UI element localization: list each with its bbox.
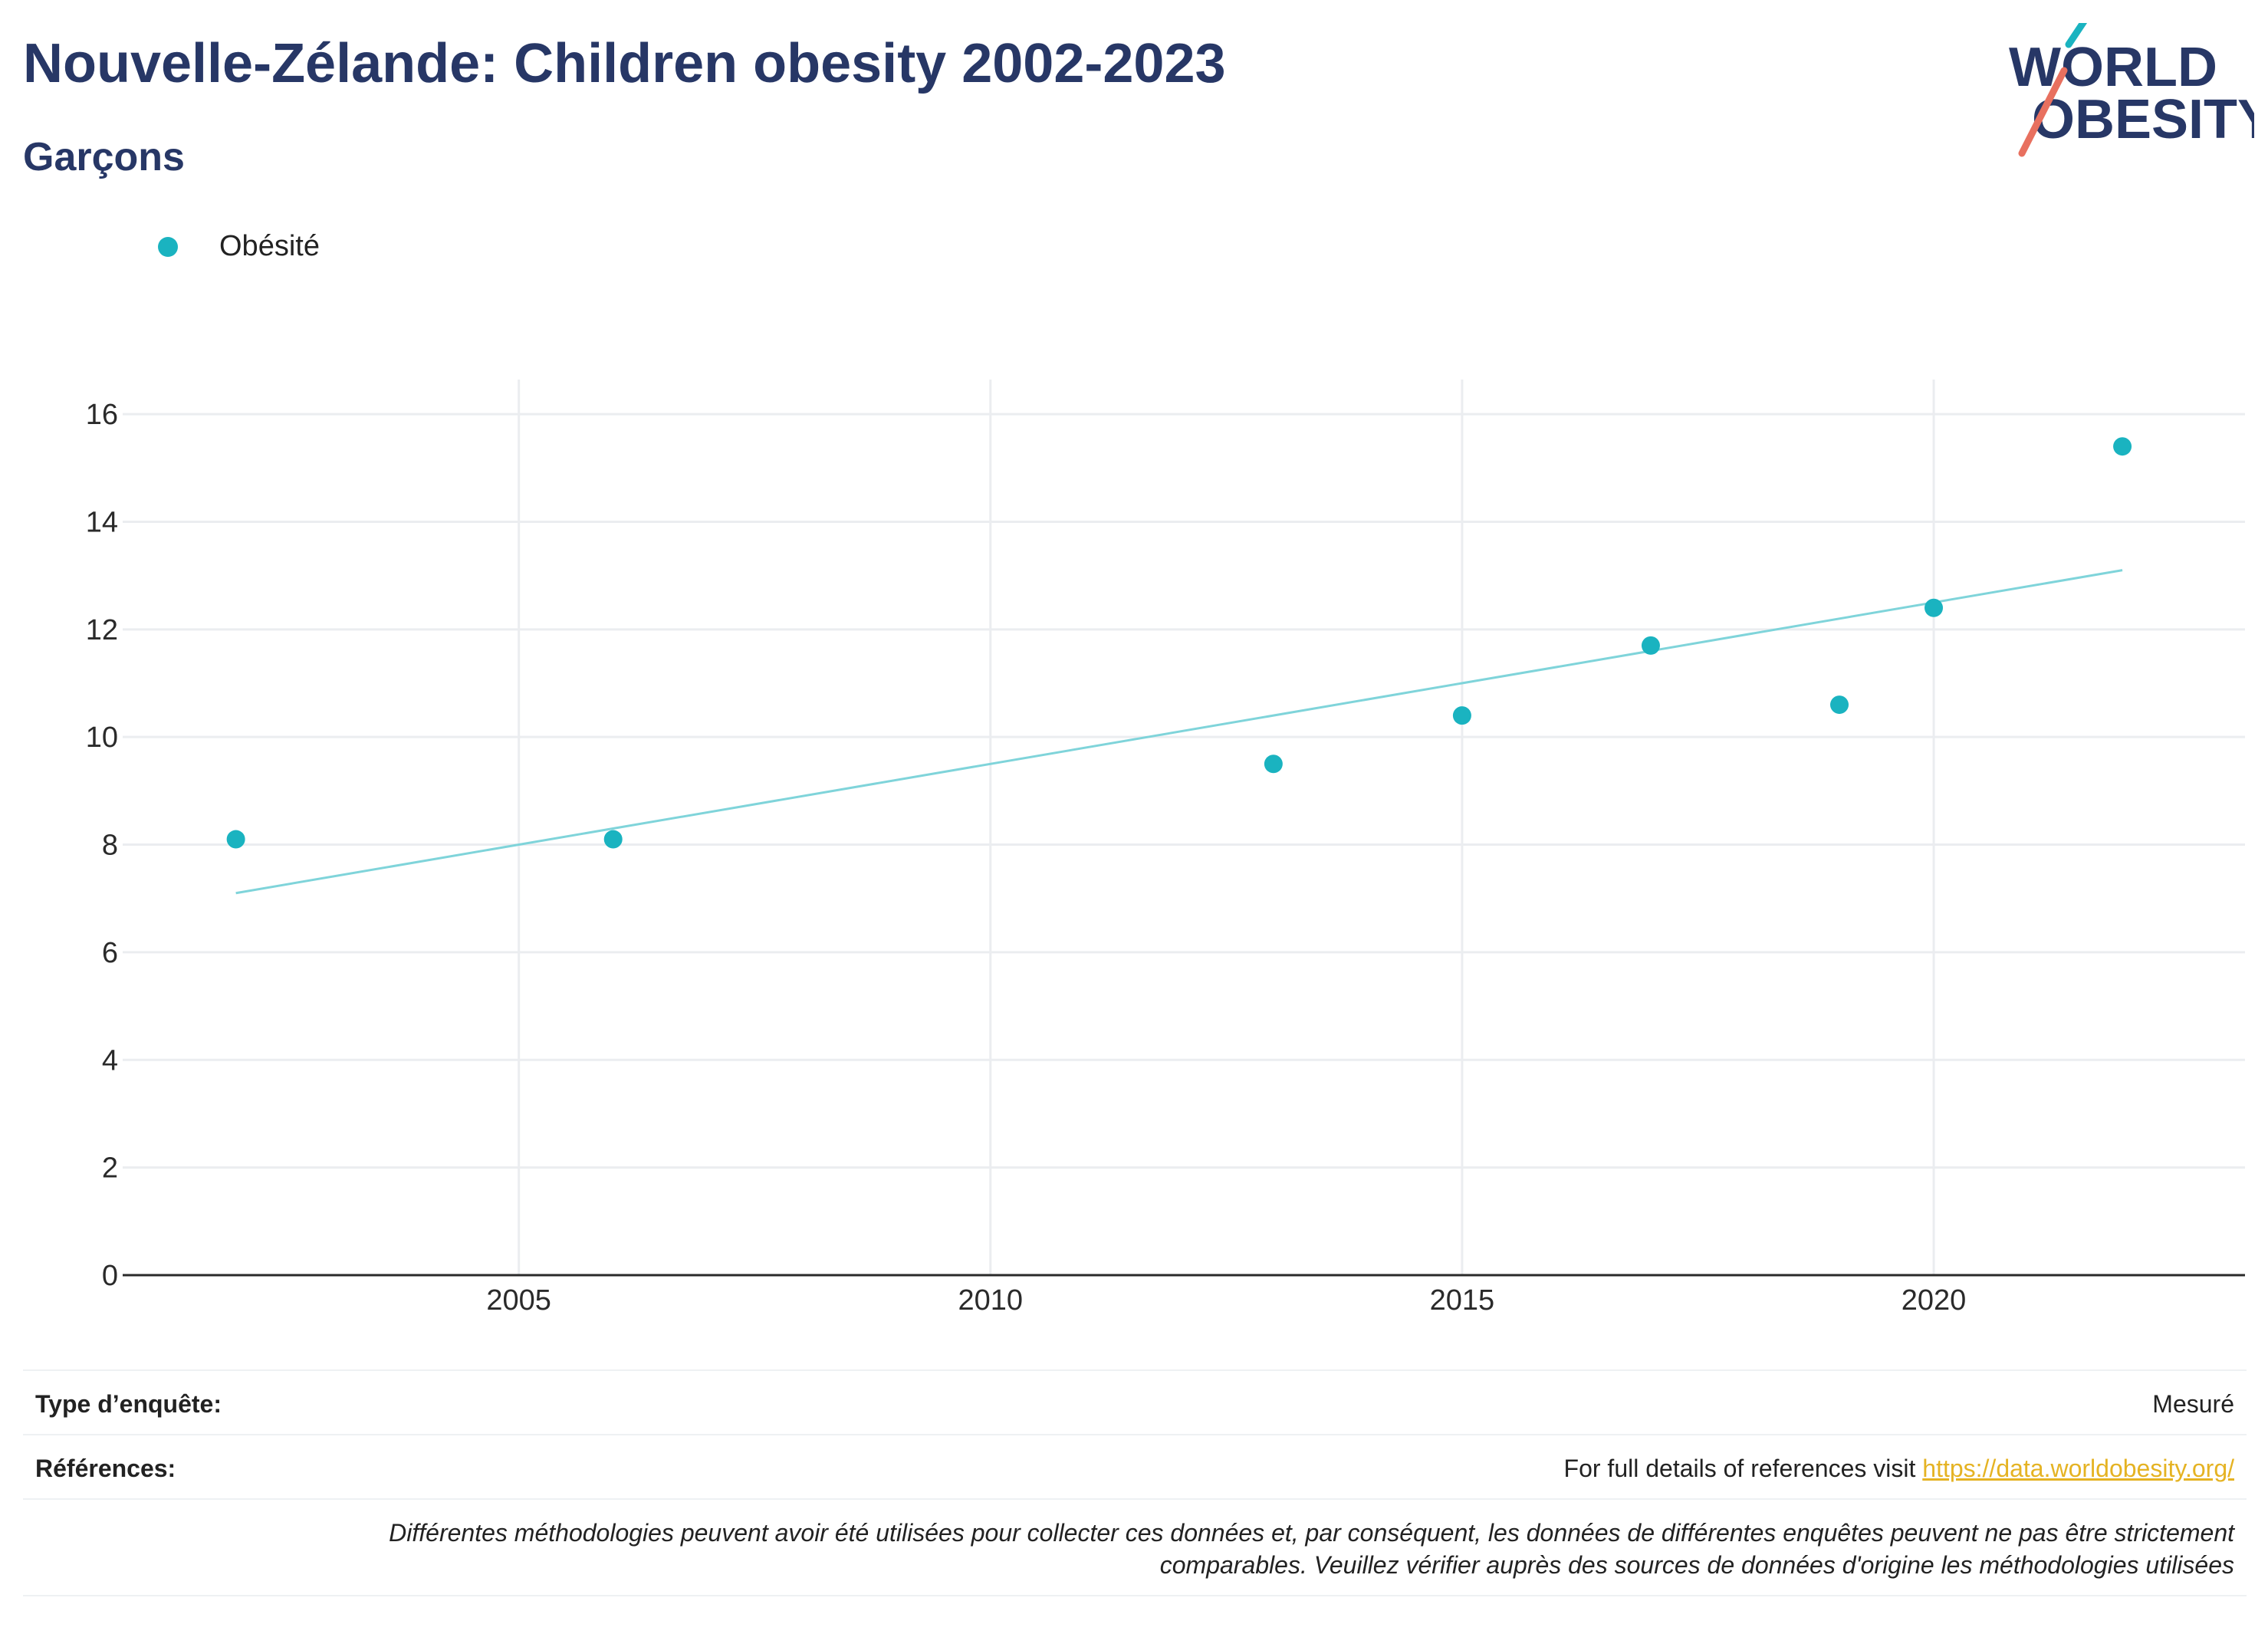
x-tick-label: 2020 bbox=[1902, 1284, 1967, 1317]
chart-title: Nouvelle-Zélande: Children obesity 2002-… bbox=[23, 33, 1226, 94]
trend-line bbox=[235, 569, 2123, 895]
chart-legend: Obésité bbox=[158, 230, 320, 263]
y-tick-label: 12 bbox=[86, 614, 118, 646]
data-point[interactable] bbox=[1830, 695, 1849, 715]
data-point[interactable] bbox=[1925, 598, 1944, 617]
y-tick-label: 16 bbox=[86, 399, 118, 431]
footer-divider-top bbox=[23, 1369, 2247, 1371]
logo-line2: OBESITY bbox=[2032, 89, 2254, 150]
y-tick-label: 4 bbox=[102, 1044, 118, 1077]
references-value: For full details of references visit htt… bbox=[1564, 1455, 2234, 1483]
references-link[interactable]: https://data.worldobesity.org/ bbox=[1922, 1455, 2234, 1482]
survey-type-label: Type d’enquête: bbox=[35, 1390, 222, 1418]
world-obesity-logo: WORLD OBESITY bbox=[2009, 23, 2254, 157]
references-label: Références: bbox=[35, 1455, 176, 1482]
legend-label: Obésité bbox=[219, 230, 320, 262]
x-axis-ticks: 2005 2010 2015 2020 bbox=[486, 1284, 1966, 1317]
grid-lines bbox=[123, 380, 2245, 1275]
y-tick-label: 14 bbox=[86, 506, 118, 538]
legend-marker bbox=[158, 236, 178, 257]
x-tick-label: 2010 bbox=[958, 1284, 1024, 1317]
y-tick-label: 6 bbox=[102, 937, 118, 969]
y-tick-label: 10 bbox=[86, 722, 118, 754]
y-tick-label: 2 bbox=[102, 1152, 118, 1185]
data-point[interactable] bbox=[226, 830, 245, 849]
logo-teal-slash bbox=[2065, 23, 2088, 48]
y-tick-label: 8 bbox=[102, 830, 118, 862]
data-point[interactable] bbox=[1264, 755, 1283, 774]
data-point[interactable] bbox=[603, 830, 623, 849]
data-point[interactable] bbox=[1452, 706, 1471, 725]
data-point[interactable] bbox=[1641, 636, 1660, 655]
x-tick-label: 2005 bbox=[486, 1284, 551, 1317]
logo-line1: WORLD bbox=[2009, 37, 2217, 98]
y-axis-ticks: 0 2 4 6 8 10 12 14 16 bbox=[86, 399, 118, 1292]
footer-divider-bottom bbox=[23, 1595, 2247, 1596]
methodology-note: Différentes méthodologies peuvent avoir … bbox=[164, 1517, 2234, 1581]
methodology-note-line2: comparables. Veuillez vérifier auprès de… bbox=[1159, 1551, 2234, 1579]
methodology-note-line1: Différentes méthodologies peuvent avoir … bbox=[389, 1519, 2234, 1547]
x-tick-label: 2015 bbox=[1430, 1284, 1495, 1317]
survey-type-value: Mesuré bbox=[2152, 1390, 2234, 1418]
data-points bbox=[226, 437, 2132, 849]
scatter-chart: 0 2 4 6 8 10 12 14 16 2005 2010 2015 2020 bbox=[86, 380, 2245, 1317]
references-text: For full details of references visit bbox=[1563, 1455, 1923, 1482]
footer-divider-middle bbox=[23, 1434, 2247, 1435]
footer-divider-lower bbox=[23, 1498, 2247, 1500]
chart-subtitle: Garçons bbox=[23, 135, 185, 179]
logo-coral-slash bbox=[2018, 67, 2068, 157]
y-tick-label: 0 bbox=[102, 1260, 118, 1292]
data-point[interactable] bbox=[2113, 437, 2132, 456]
